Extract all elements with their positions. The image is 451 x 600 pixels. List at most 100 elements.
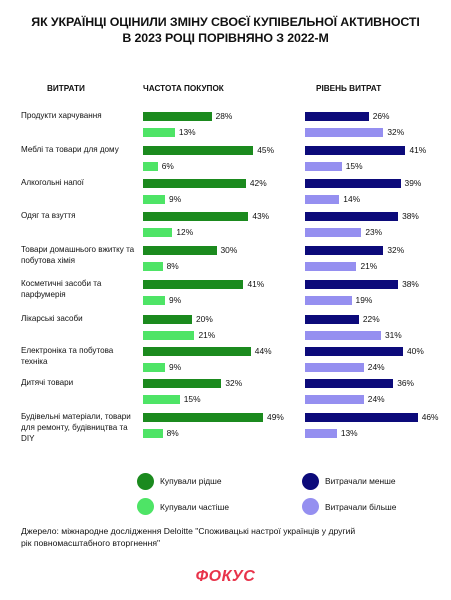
bar-value-label: 12% (176, 227, 194, 237)
source-note: Джерело: міжнародне дослідження Deloitte… (21, 525, 421, 549)
bar-value-label: 9% (169, 362, 182, 372)
bar-value-label: 39% (404, 178, 422, 188)
bar-value-label: 36% (397, 378, 414, 388)
frequency-bar-less (143, 212, 249, 221)
bar-value-label: 43% (252, 211, 270, 221)
category-label: Лікарські засоби (21, 314, 83, 323)
bar-value-label: 38% (402, 211, 419, 221)
bar-value-label: 40% (407, 346, 424, 356)
category-label: Товари домашнього вжитку та побутова хім… (21, 245, 135, 265)
source-note-line-1: Джерело: міжнародне дослідження Deloitte… (21, 526, 356, 536)
frequency-bar-more (143, 228, 173, 237)
bar-value-label: 13% (178, 127, 196, 137)
bar-value-label: 24% (367, 362, 385, 372)
bar-value-label: 44% (254, 346, 272, 356)
spending-bar-less (305, 246, 384, 255)
spending-bar-more (305, 331, 381, 340)
spending-bar-more (305, 429, 337, 438)
legend-label-bought-more: Купували частіше (160, 502, 229, 512)
frequency-bar-more (143, 128, 175, 137)
legend-swatch-spent-more (302, 498, 319, 515)
bar-value-label: 9% (169, 194, 182, 204)
spending-bar-more (305, 195, 340, 204)
spending-bar-more (305, 128, 384, 137)
bar-value-label: 15% (345, 161, 363, 171)
spending-bar-less (305, 212, 399, 221)
category-label: Будівельні матеріали, товари для ремонту… (21, 412, 131, 443)
bar-value-label: 32% (225, 378, 243, 388)
frequency-bar-more (143, 195, 166, 204)
category-label: Електроніка та побутова техніка (21, 346, 114, 366)
bar-value-label: 9% (169, 295, 182, 305)
frequency-bar-less (143, 146, 254, 155)
spending-bar-more (305, 262, 357, 271)
header-spending: РІВЕНЬ ВИТРАТ (316, 84, 382, 93)
bar-value-label: 32% (387, 127, 405, 137)
category-label: Меблі та товари для дому (21, 145, 119, 154)
spending-bar-more (305, 363, 364, 372)
chart-title-line-1: ЯК УКРАЇНЦІ ОЦІНИЛИ ЗМІНУ СВОЄЇ КУПІВЕЛЬ… (31, 15, 420, 29)
bar-value-label: 28% (215, 111, 233, 121)
bar-value-label: 49% (267, 412, 284, 422)
spending-bar-less (305, 347, 403, 356)
spending-bar-more (305, 395, 364, 404)
source-note-line-2: рік повномасштабного вторгнення" (21, 538, 161, 548)
bar-value-label: 31% (384, 330, 402, 340)
bar-value-label: 8% (166, 261, 179, 271)
category-label: Косметичні засоби та парфумерія (21, 279, 102, 299)
category-label: Одяг та взуття (21, 211, 76, 220)
bar-value-label: 14% (343, 194, 361, 204)
category-label: Продукти харчування (21, 111, 102, 120)
bar-value-label: 45% (257, 145, 275, 155)
legend-swatch-spent-less (302, 473, 319, 490)
bar-value-label: 41% (247, 279, 265, 289)
bar-value-label: 6% (161, 161, 174, 171)
spending-bar-less (305, 315, 359, 324)
frequency-bar-less (143, 315, 192, 324)
frequency-bar-less (143, 413, 264, 422)
spending-bar-less (305, 179, 401, 188)
frequency-bar-more (143, 162, 158, 171)
category-label: Алкогольні напої (21, 178, 84, 187)
frequency-bar-less (143, 112, 212, 121)
spending-bar-less (305, 146, 406, 155)
bar-value-label: 21% (360, 261, 378, 271)
frequency-bar-less (143, 379, 222, 388)
legend-swatch-bought-less (137, 473, 154, 490)
bar-value-label: 15% (183, 394, 201, 404)
spending-bar-more (305, 296, 352, 305)
header-frequency: ЧАСТОТА ПОКУПОК (143, 84, 224, 93)
chart-title: ЯК УКРАЇНЦІ ОЦІНИЛИ ЗМІНУ СВОЄЇ КУПІВЕЛЬ… (0, 14, 451, 46)
spending-bar-less (305, 280, 399, 289)
category-label: Дитячі товари (21, 378, 74, 387)
frequency-bar-more (143, 395, 180, 404)
frequency-bar-less (143, 280, 244, 289)
legend-label-spent-more: Витрачали більше (325, 502, 397, 512)
legend-swatch-bought-more (137, 498, 154, 515)
spending-bar-less (305, 112, 369, 121)
frequency-bar-more (143, 363, 166, 372)
frequency-bar-less (143, 246, 217, 255)
bar-value-label: 38% (402, 279, 419, 289)
spending-bar-less (305, 413, 418, 422)
bar-value-label: 13% (340, 428, 358, 438)
bar-value-label: 22% (362, 314, 380, 324)
spending-bar-more (305, 228, 362, 237)
legend-label-spent-less: Витрачали менше (325, 476, 396, 486)
bar-value-label: 46% (421, 412, 439, 422)
frequency-bar-more (143, 262, 163, 271)
bar-value-label: 23% (365, 227, 383, 237)
bar-value-label: 41% (409, 145, 427, 155)
bar-value-label: 42% (249, 178, 267, 188)
legend-label-bought-less: Купували рідше (160, 476, 222, 486)
spending-bar-less (305, 379, 394, 388)
frequency-bar-more (143, 296, 166, 305)
bar-value-label: 24% (367, 394, 385, 404)
bar-value-label: 26% (372, 111, 390, 121)
header-categories: ВИТРАТИ (47, 84, 85, 93)
fokus-logo: ФОКУС (195, 568, 256, 585)
frequency-bar-less (143, 179, 246, 188)
chart-title-line-2: В 2023 РОЦІ ПОРІВНЯНО З 2022-М (122, 31, 329, 45)
bar-value-label: 19% (355, 295, 373, 305)
bar-value-label: 30% (220, 245, 238, 255)
